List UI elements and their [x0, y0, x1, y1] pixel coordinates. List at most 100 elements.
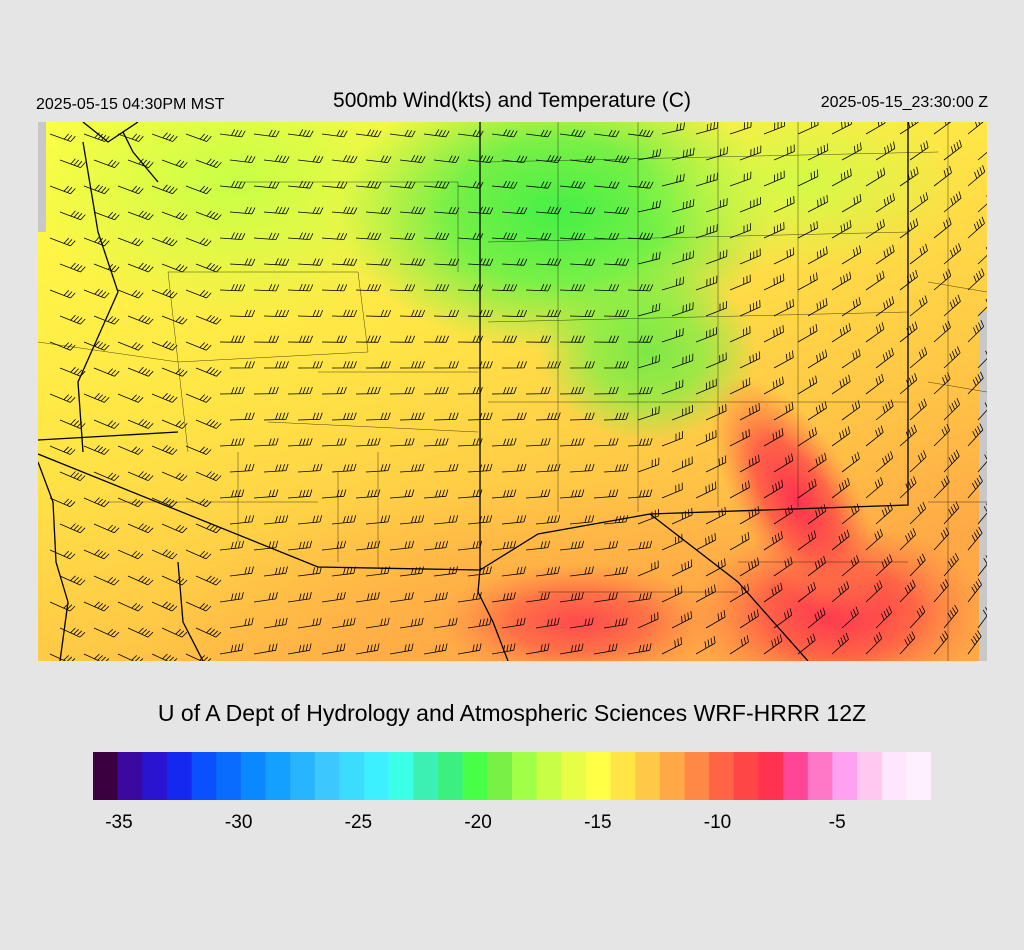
wind-barb	[773, 144, 795, 161]
wind-barb	[263, 361, 289, 369]
wind-barb	[831, 323, 851, 343]
wind-barb	[297, 515, 323, 525]
colorbar-tick-label: -10	[703, 812, 732, 833]
wind-barb	[807, 555, 826, 577]
wind-barb	[49, 133, 76, 142]
wind-barb	[219, 386, 245, 395]
wind-barb	[49, 601, 76, 612]
wind-barb	[729, 429, 750, 447]
wind-barb	[433, 566, 458, 577]
wind-barb	[467, 206, 494, 215]
wind-barb	[899, 631, 916, 655]
wind-barb	[559, 540, 585, 551]
wind-barb	[297, 566, 322, 577]
wind-barb	[253, 181, 280, 189]
wind-barb	[151, 184, 178, 195]
wind-barb	[661, 173, 685, 187]
wind-barb	[535, 155, 562, 163]
wind-barb	[729, 635, 749, 655]
wind-barb	[729, 583, 750, 603]
wind-barb	[807, 401, 827, 421]
wind-barb	[637, 251, 661, 265]
wind-barb	[229, 412, 255, 421]
wind-barb	[569, 412, 595, 421]
wind-barb	[287, 592, 312, 603]
wind-barb	[899, 528, 917, 551]
wind-barb	[457, 181, 484, 189]
wind-barb	[195, 262, 222, 273]
wind-barb	[229, 463, 255, 473]
wind-barb	[423, 438, 449, 447]
wind-barb	[739, 557, 760, 577]
wind-barb	[875, 605, 893, 629]
wind-barb	[559, 592, 584, 603]
wind-barb	[943, 191, 962, 213]
wind-barb	[535, 309, 562, 317]
wind-barb	[423, 540, 449, 551]
wind-barb	[355, 180, 382, 189]
wind-barb	[763, 582, 783, 603]
wind-barb	[603, 258, 630, 266]
wind-barb	[977, 350, 987, 369]
wind-barb	[423, 232, 450, 240]
wind-barb	[151, 393, 178, 403]
wind-barb	[627, 592, 652, 603]
wind-barb	[705, 146, 728, 161]
wind-barb	[967, 526, 983, 551]
wind-barb	[705, 506, 726, 525]
wind-barb	[195, 210, 222, 221]
wind-barb	[355, 643, 380, 655]
wind-barb	[909, 140, 929, 161]
wind-barb	[389, 489, 415, 499]
wind-barb	[127, 314, 154, 325]
wind-barb	[841, 194, 862, 213]
wind-barb	[287, 335, 313, 343]
wind-barb	[59, 575, 86, 586]
wind-barb	[773, 350, 794, 369]
wind-barb	[457, 592, 482, 603]
wind-barb	[161, 627, 188, 638]
wind-barb	[559, 129, 586, 138]
wind-barb	[219, 643, 244, 655]
wind-barb	[603, 361, 629, 369]
wind-barb	[49, 549, 76, 560]
wind-barb	[331, 566, 356, 577]
wind-barb	[525, 592, 550, 603]
wind-barb	[797, 272, 818, 291]
wind-barb	[151, 288, 178, 299]
wind-barb	[729, 325, 751, 343]
wind-barb	[841, 245, 862, 265]
wind-barb	[491, 489, 517, 499]
wind-barb	[185, 601, 212, 612]
wind-barb	[491, 232, 518, 240]
wind-barb	[797, 633, 816, 655]
colorbar-tick-label: -30	[224, 812, 253, 833]
wind-barb	[331, 617, 356, 629]
wind-barb	[501, 463, 527, 473]
wind-barb	[627, 438, 653, 447]
wind-barb	[93, 315, 120, 325]
wind-barb	[83, 549, 110, 560]
colorbar-swatch	[536, 752, 562, 800]
colorbar-swatch	[561, 752, 587, 800]
wind-barb	[977, 247, 987, 265]
wind-barb	[491, 335, 517, 343]
wind-barb	[195, 419, 222, 429]
wind-barb	[909, 243, 928, 265]
wind-barb	[671, 199, 695, 213]
wind-barb	[671, 559, 693, 577]
wind-barb	[875, 296, 895, 317]
wind-barb	[943, 604, 959, 629]
wind-barb	[467, 515, 493, 525]
wind-barb	[797, 221, 818, 239]
wind-barb	[321, 181, 348, 189]
wind-barb	[637, 509, 659, 525]
wind-barb	[127, 210, 154, 221]
wind-barb	[117, 601, 144, 612]
wind-barb	[967, 320, 985, 343]
wind-barb	[695, 430, 717, 447]
wind-barb	[729, 223, 751, 239]
wind-barb	[603, 412, 629, 421]
wind-barb	[865, 322, 885, 343]
wind-barb	[875, 244, 895, 265]
